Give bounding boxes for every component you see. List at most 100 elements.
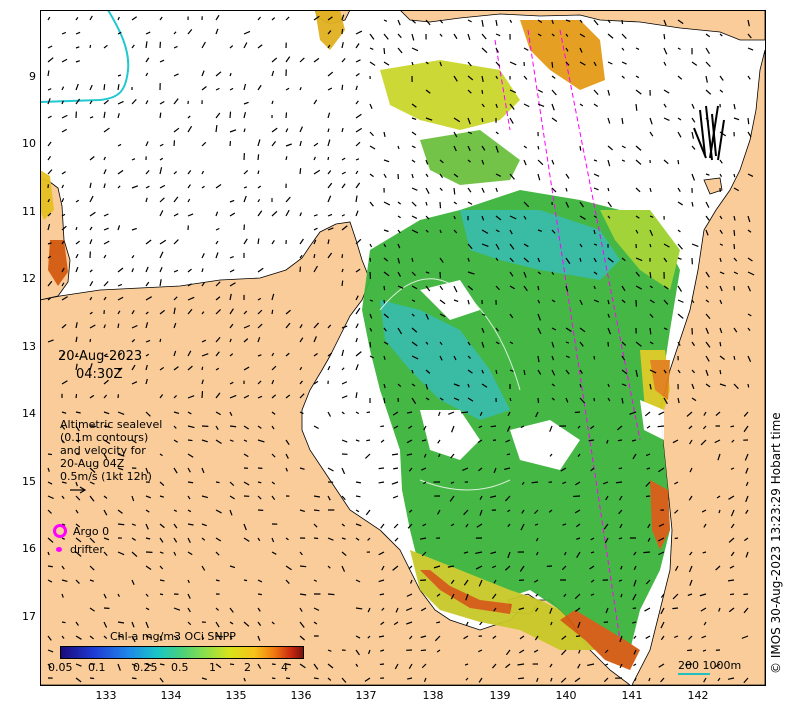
velocity-arrow — [75, 352, 78, 357]
velocity-arrow — [355, 649, 360, 656]
velocity-arrow — [663, 103, 667, 108]
colorbar-tick: 2 — [244, 661, 251, 674]
velocity-arrow — [677, 229, 681, 233]
velocity-arrow — [327, 593, 335, 596]
velocity-arrow — [509, 173, 515, 180]
velocity-arrow — [243, 128, 246, 133]
velocity-arrow — [702, 425, 707, 430]
velocity-arrow — [75, 411, 81, 414]
velocity-arrow — [729, 593, 735, 596]
velocity-arrow — [411, 117, 417, 120]
velocity-arrow — [411, 103, 417, 108]
velocity-arrow — [421, 439, 427, 442]
velocity-arrow — [243, 523, 247, 531]
velocity-arrow — [579, 61, 586, 66]
velocity-arrow — [103, 537, 110, 541]
velocity-arrow — [201, 523, 207, 527]
velocity-arrow — [705, 285, 709, 289]
velocity-arrow — [61, 481, 67, 484]
velocity-arrow — [131, 339, 136, 343]
velocity-arrow — [747, 33, 752, 39]
velocity-arrow — [187, 495, 191, 500]
velocity-arrow — [117, 551, 125, 556]
velocity-arrow — [649, 215, 654, 218]
velocity-arrow — [201, 185, 205, 189]
velocity-arrow — [159, 210, 164, 217]
velocity-arrow — [271, 140, 277, 147]
velocity-arrow — [61, 495, 65, 500]
velocity-arrow — [355, 73, 360, 77]
velocity-arrow — [103, 635, 108, 639]
velocity-arrow — [465, 523, 469, 528]
velocity-arrow — [411, 47, 419, 52]
velocity-arrow — [355, 607, 363, 610]
velocity-arrow — [47, 495, 54, 500]
velocity-arrow — [607, 145, 614, 151]
velocity-arrow — [229, 381, 234, 385]
velocity-arrow — [619, 663, 623, 669]
velocity-arrow — [285, 309, 291, 315]
velocity-arrow — [229, 129, 237, 133]
velocity-arrow — [411, 201, 417, 207]
velocity-arrow — [590, 537, 595, 541]
velocity-arrow — [47, 98, 51, 105]
velocity-arrow — [117, 16, 120, 21]
velocity-arrow — [593, 103, 598, 107]
velocity-arrow — [145, 141, 149, 147]
velocity-arrow — [201, 467, 205, 474]
velocity-arrow — [620, 565, 623, 570]
velocity-arrow — [663, 47, 668, 55]
velocity-arrow — [285, 352, 290, 357]
velocity-arrow — [103, 183, 106, 189]
velocity-arrow — [285, 579, 290, 584]
velocity-arrow — [131, 98, 137, 105]
velocity-arrow — [131, 663, 138, 668]
velocity-arrow — [705, 299, 710, 303]
velocity-arrow — [691, 397, 697, 402]
velocity-arrow — [131, 551, 138, 557]
velocity-arrow — [285, 87, 290, 91]
velocity-arrow — [490, 425, 497, 428]
velocity-arrow — [47, 663, 52, 669]
velocity-arrow — [61, 171, 66, 175]
velocity-arrow — [103, 379, 109, 385]
lon-tick: 137 — [355, 689, 377, 702]
velocity-arrow — [648, 677, 651, 682]
velocity-arrow — [453, 75, 458, 82]
velocity-arrow — [397, 19, 401, 26]
velocity-arrow — [607, 89, 611, 96]
velocity-arrow — [285, 143, 292, 147]
velocity-arrow — [504, 467, 511, 471]
velocity-arrow — [173, 467, 178, 474]
velocity-arrow — [481, 229, 489, 234]
map-area[interactable] — [40, 10, 765, 685]
velocity-arrow — [271, 551, 277, 555]
velocity-arrow — [717, 677, 721, 682]
velocity-arrow — [341, 14, 345, 21]
velocity-arrow — [535, 551, 539, 556]
velocity-arrow — [463, 551, 469, 554]
velocity-arrow — [493, 467, 497, 474]
velocity-arrow — [313, 169, 321, 175]
velocity-arrow — [509, 61, 517, 66]
velocity-arrow — [478, 425, 483, 429]
velocity-arrow — [131, 621, 135, 628]
velocity-arrow — [271, 17, 276, 21]
velocity-arrow — [493, 579, 497, 584]
velocity-arrow — [313, 509, 320, 512]
velocity-arrow — [215, 621, 220, 628]
velocity-arrow — [355, 635, 361, 639]
velocity-arrow — [369, 313, 373, 319]
velocity-arrow — [383, 327, 387, 332]
velocity-arrow — [327, 87, 333, 91]
velocity-arrow — [117, 74, 122, 77]
velocity-arrow — [75, 621, 79, 626]
velocity-arrow — [688, 565, 693, 573]
velocity-arrow — [355, 158, 360, 161]
velocity-arrow — [465, 593, 469, 601]
velocity-arrow — [481, 103, 485, 108]
velocity-arrow — [243, 579, 248, 582]
velocity-arrow — [215, 635, 223, 638]
velocity-arrow — [378, 551, 385, 556]
velocity-arrow — [313, 57, 320, 63]
